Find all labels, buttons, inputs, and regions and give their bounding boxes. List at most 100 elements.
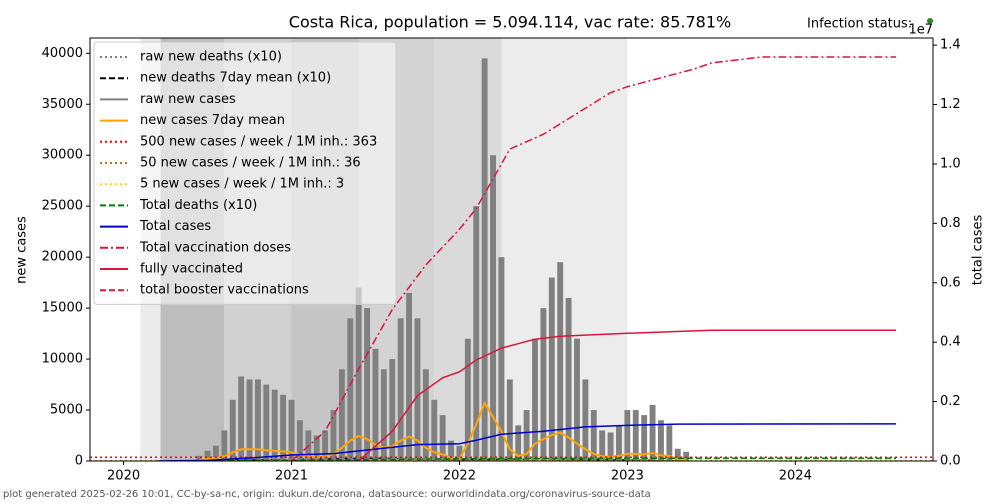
y2-offset: 1e7 xyxy=(908,23,933,38)
bar xyxy=(515,425,522,461)
plot-frame xyxy=(89,37,934,462)
line xyxy=(358,329,897,461)
bar xyxy=(229,399,236,461)
x-tick-label: 2023 xyxy=(611,469,644,484)
bar xyxy=(683,451,690,461)
bar xyxy=(389,359,396,461)
status-band xyxy=(501,38,628,461)
y2-axis-label: total cases xyxy=(971,215,986,286)
bar xyxy=(322,430,329,461)
bar xyxy=(548,277,555,461)
status-label: Infection status: xyxy=(807,17,912,32)
y-tick-label: 35000 xyxy=(42,97,83,112)
bar xyxy=(599,430,606,461)
bar xyxy=(372,348,379,461)
bar xyxy=(422,369,429,461)
y2-tick-label: 0.8 xyxy=(940,216,961,231)
bar xyxy=(607,432,614,461)
y-tick-label: 10000 xyxy=(42,352,83,367)
bar xyxy=(271,389,278,461)
bar xyxy=(213,445,219,461)
bar xyxy=(280,394,287,461)
y2-tick-label: 0.2 xyxy=(940,394,961,409)
legend-box xyxy=(93,41,397,305)
bar xyxy=(380,369,387,461)
bar xyxy=(221,430,228,461)
y2-tick-label: 1.2 xyxy=(940,97,961,112)
y-tick-label: 40000 xyxy=(42,46,83,61)
bar xyxy=(624,410,631,461)
footer: plot generated 2025-02-26 10:01, CC-by-s… xyxy=(3,489,651,500)
x-tick-label: 2022 xyxy=(443,469,476,484)
legend-label: Total deaths (x10) xyxy=(139,198,257,213)
bar xyxy=(498,257,505,461)
line xyxy=(291,56,897,461)
y2-tick-label: 0.4 xyxy=(940,335,961,350)
bar xyxy=(347,318,354,461)
legend-label: Total vaccination doses xyxy=(139,240,291,255)
status-dot xyxy=(927,18,933,24)
y2-tick-label: 0.6 xyxy=(940,275,961,290)
x-tick-label: 2020 xyxy=(107,469,140,484)
bar xyxy=(649,404,656,461)
bar xyxy=(532,338,538,461)
bar xyxy=(464,338,471,461)
bar xyxy=(263,384,270,461)
y2-tick-label: 0.0 xyxy=(940,454,961,469)
bar xyxy=(364,308,371,461)
line xyxy=(157,423,897,461)
bar xyxy=(481,58,488,461)
y2-tick-label: 1.4 xyxy=(940,38,961,53)
bar xyxy=(557,262,564,461)
legend-label: 50 new cases / week / 1M inh.: 36 xyxy=(140,156,361,171)
bar xyxy=(674,448,681,461)
y-tick-label: 20000 xyxy=(42,250,83,265)
x-tick-label: 2024 xyxy=(779,469,812,484)
legend-label: 5 new cases / week / 1M inh.: 3 xyxy=(140,177,344,192)
bar xyxy=(296,420,303,461)
bar xyxy=(288,399,295,461)
bar xyxy=(582,379,589,461)
bar xyxy=(246,379,253,461)
bar xyxy=(196,455,203,461)
legend-label: raw new cases xyxy=(140,92,236,107)
bar xyxy=(658,420,664,461)
bar xyxy=(397,318,404,461)
y-axis-label: new cases xyxy=(15,216,30,284)
bar xyxy=(565,297,572,461)
bar xyxy=(490,155,496,461)
bar xyxy=(414,318,421,461)
bar xyxy=(448,440,454,461)
line xyxy=(199,400,687,461)
bar xyxy=(254,379,261,461)
legend-label: total booster vaccinations xyxy=(140,283,309,298)
bar xyxy=(338,369,345,461)
y-tick-label: 15000 xyxy=(42,301,83,316)
y-tick-label: 30000 xyxy=(42,148,83,163)
bar xyxy=(523,410,530,461)
plot xyxy=(90,56,933,461)
legend: raw new deaths (x10) new deaths 7day mean… xyxy=(93,41,397,305)
bar xyxy=(540,308,547,461)
y-tick-label: 25000 xyxy=(42,199,83,214)
bar xyxy=(506,379,513,461)
bar xyxy=(456,445,463,461)
x-tick-label: 2021 xyxy=(275,469,308,484)
bar xyxy=(574,338,580,461)
bar xyxy=(431,399,438,461)
y-tick-label: 0 xyxy=(75,454,83,469)
legend-label: raw new deaths (x10) xyxy=(140,50,282,65)
legend-label: new cases 7day mean xyxy=(140,113,285,128)
legend-label: new deaths 7day mean (x10) xyxy=(140,71,331,86)
bar xyxy=(666,425,673,461)
bar xyxy=(641,415,648,461)
bar xyxy=(238,376,245,461)
y2-tick-label: 1.0 xyxy=(940,156,961,171)
bar xyxy=(355,287,362,461)
bar xyxy=(632,410,639,461)
bar xyxy=(313,435,320,461)
bar xyxy=(616,425,622,461)
bar xyxy=(590,410,597,461)
bar xyxy=(204,450,211,461)
